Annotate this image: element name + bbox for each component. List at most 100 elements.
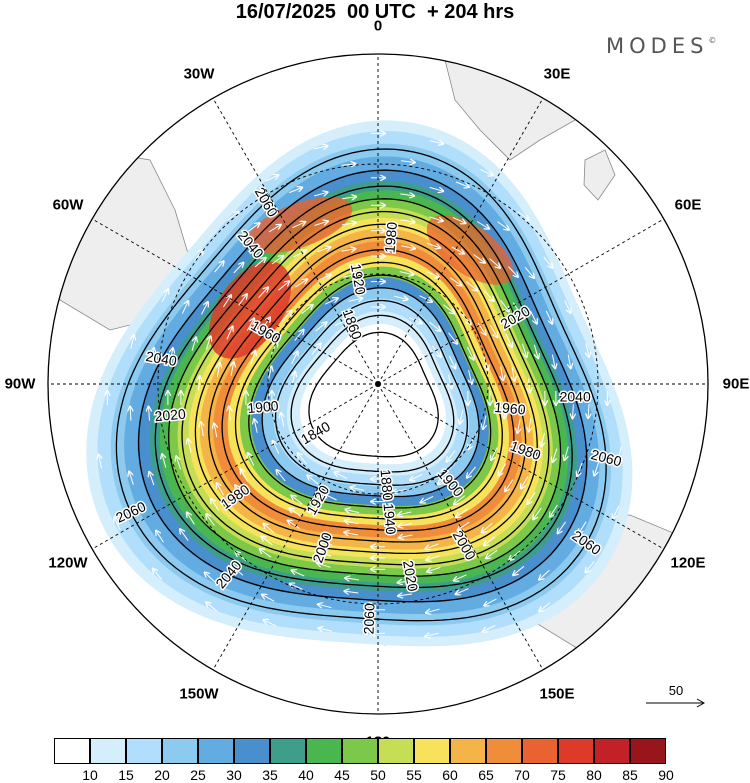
colorbar-tick-label: 70 [514, 767, 530, 783]
wind-vector [426, 271, 440, 278]
brand-text: MODES [606, 34, 709, 58]
wind-vector [564, 300, 571, 313]
colorbar-tick-label: 65 [478, 767, 494, 783]
longitude-label: 30W [183, 65, 215, 83]
colorbar-tick-label: 35 [262, 767, 278, 783]
wind-vector [341, 164, 356, 166]
colorbar-tick-label: 30 [226, 767, 242, 783]
wind-vector [324, 298, 338, 305]
longitude-label: 150E [539, 685, 575, 703]
wind-vector [501, 366, 504, 381]
wind-vector [334, 319, 348, 326]
wind-vector [161, 289, 168, 303]
contour-label: 2040 [145, 348, 179, 369]
wind-vector [295, 279, 308, 288]
wind-vector [491, 447, 498, 461]
wind-vector [313, 146, 328, 149]
wind-vector [456, 508, 468, 517]
colorbar-swatch [270, 738, 306, 764]
wind-vector [393, 296, 408, 299]
meridian-line [212, 383, 379, 671]
wind-vector [278, 281, 289, 291]
meridian-line [377, 218, 665, 385]
wind-vector [429, 321, 441, 331]
wind-vector [201, 302, 208, 315]
wind-vector [483, 356, 488, 369]
colorbar-tick-label: 90 [658, 767, 674, 783]
colorbar-tick-label: 45 [334, 767, 350, 783]
wind-vector [438, 475, 450, 485]
wind-vector [458, 521, 470, 530]
wind-vector [170, 348, 173, 363]
modes-logo: MODES© [606, 34, 716, 58]
wind-vector [292, 570, 305, 577]
height-contour [168, 198, 562, 577]
colorbar-swatch [306, 738, 342, 764]
wind-vector [533, 507, 542, 519]
wind-vector [270, 342, 277, 355]
wind-vector [263, 620, 277, 627]
meridian-line [91, 218, 379, 385]
wind-vector [489, 324, 497, 337]
wind-vector [319, 540, 333, 546]
meridian-line [91, 383, 379, 550]
wind-vector [400, 220, 415, 222]
wind-vector [162, 454, 167, 468]
wind-vector [399, 272, 414, 275]
wind-vector [205, 336, 210, 350]
wind-vector [466, 281, 478, 291]
wind-vector [317, 247, 330, 253]
wind-vector [449, 277, 462, 286]
wind-vector [344, 532, 359, 535]
wind-vector [222, 295, 231, 308]
wind-vector [281, 413, 284, 427]
wind-vector [425, 633, 440, 636]
wind-vector [206, 514, 215, 526]
wind-vector [156, 531, 164, 543]
wind-vector [401, 246, 415, 249]
wind-vector [553, 448, 558, 462]
contour-label: 2020 [154, 406, 187, 425]
wind-vector [345, 510, 360, 513]
wind-vector [505, 333, 512, 347]
longitude-label: 30E [543, 65, 571, 83]
wind-vector [398, 524, 412, 527]
wind-vector [149, 407, 150, 421]
wind-vector [263, 524, 275, 534]
wind-vector [482, 522, 493, 532]
wind-vector [543, 256, 553, 268]
wind-vector [456, 588, 469, 595]
wind-vector [247, 223, 259, 232]
wind-vector [399, 535, 413, 538]
wind-vector [246, 318, 254, 331]
wind-vector [301, 305, 313, 314]
wind-vector [265, 175, 279, 182]
wind-vector [460, 410, 463, 424]
contour-label: 1900 [247, 397, 280, 416]
wind-vector [533, 344, 538, 359]
wind-vector [527, 492, 536, 504]
wind-vector [618, 446, 621, 460]
wind-vector [241, 469, 249, 482]
wind-vector [517, 419, 520, 433]
wind-vector [497, 221, 509, 230]
latitude-circle [267, 273, 489, 495]
wind-vector [313, 192, 328, 197]
height-contour [274, 299, 468, 486]
colorbar-tick-label: 25 [190, 767, 206, 783]
graticule [48, 54, 708, 714]
contour-label: 1880 [378, 469, 397, 502]
wind-vector [281, 311, 291, 322]
wind-vector [261, 536, 273, 546]
wind-vector [271, 256, 283, 265]
wind-vector [229, 407, 230, 421]
wind-vector [214, 424, 217, 438]
wind-vector [130, 407, 131, 421]
wind-vector [317, 275, 331, 281]
wind-vector [483, 625, 496, 632]
wind-vector [318, 628, 333, 631]
wind-vector [447, 450, 456, 462]
longitude-label: 150W [179, 685, 219, 703]
wind-vector [268, 367, 271, 381]
wind-vector [564, 446, 569, 460]
